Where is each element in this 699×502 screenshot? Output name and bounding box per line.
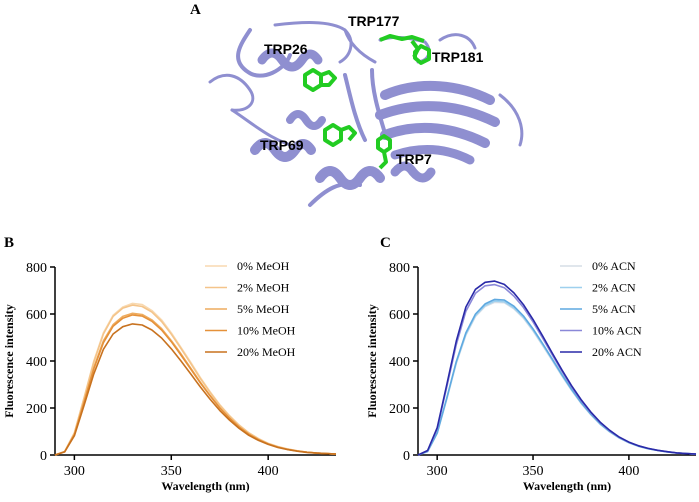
methanol-fluorescence-chart: 0 200 400 600 800 300 350 400 Wavelength (nm) Flu… <box>2 259 337 493</box>
y-tick-label: 400 <box>389 355 410 370</box>
x-tick-label: 400 <box>618 464 639 479</box>
x-tick-label: 350 <box>523 464 544 479</box>
legend-label: 10% ACN <box>592 324 642 338</box>
series-line <box>417 298 697 456</box>
y-tick-label: 400 <box>26 355 47 370</box>
y-tick-label: 600 <box>26 308 47 323</box>
legend-label: 20% MeOH <box>237 345 296 359</box>
series-line <box>417 300 697 456</box>
x-tick-label: 300 <box>64 464 85 479</box>
tryptophan-labels: TRP177 TRP26 TRP181 TRP69 TRP7 <box>260 13 484 167</box>
panel-c-letter: C <box>380 235 391 251</box>
x-tick-label: 350 <box>161 464 182 479</box>
y-tick-label: 600 <box>389 308 410 323</box>
x-tick-label: 300 <box>427 464 448 479</box>
legend-label: 2% MeOH <box>237 281 290 295</box>
y-tick-label: 0 <box>403 449 410 464</box>
y-tick-label: 0 <box>40 449 47 464</box>
y-axis-title: Fluorescence intensity <box>365 304 379 417</box>
x-axis-title: Wavelength (nm) <box>161 479 249 493</box>
x-tick-label: 400 <box>258 464 279 479</box>
series-line <box>54 323 337 456</box>
residue-label: TRP177 <box>348 13 400 29</box>
y-tick-label: 200 <box>389 402 410 417</box>
x-axis-title: Wavelength (nm) <box>523 479 611 493</box>
protein-structure-illustration: TRP177 TRP26 TRP181 TRP69 TRP7 <box>208 13 524 207</box>
series-line <box>417 280 697 456</box>
panel-a-letter: A <box>190 2 201 18</box>
tryptophan-residues <box>303 34 431 170</box>
protein-ribbon <box>208 21 524 207</box>
residue-label: TRP69 <box>260 137 304 153</box>
legend-label: 5% MeOH <box>237 302 290 316</box>
y-tick-label: 200 <box>26 402 47 417</box>
panel-b-letter: B <box>4 235 15 251</box>
residue-label: TRP7 <box>396 151 432 167</box>
legend-label: 20% ACN <box>592 345 642 359</box>
residue-label: TRP181 <box>432 49 484 65</box>
y-axis-title: Fluorescence intensity <box>2 304 16 417</box>
legend-label: 5% ACN <box>592 302 636 316</box>
legend-label: 0% MeOH <box>237 259 290 273</box>
residue-label: TRP26 <box>264 41 308 57</box>
series-line <box>417 283 697 456</box>
acetonitrile-fluorescence-chart: 0 200 400 600 800 300 350 400 Wavelength (nm) Flu… <box>365 259 697 493</box>
series-line <box>417 301 697 456</box>
legend-label: 10% MeOH <box>237 324 296 338</box>
y-tick-label: 800 <box>26 261 47 276</box>
legend-label: 2% ACN <box>592 281 636 295</box>
legend-label: 0% ACN <box>592 259 636 273</box>
y-tick-label: 800 <box>389 261 410 276</box>
